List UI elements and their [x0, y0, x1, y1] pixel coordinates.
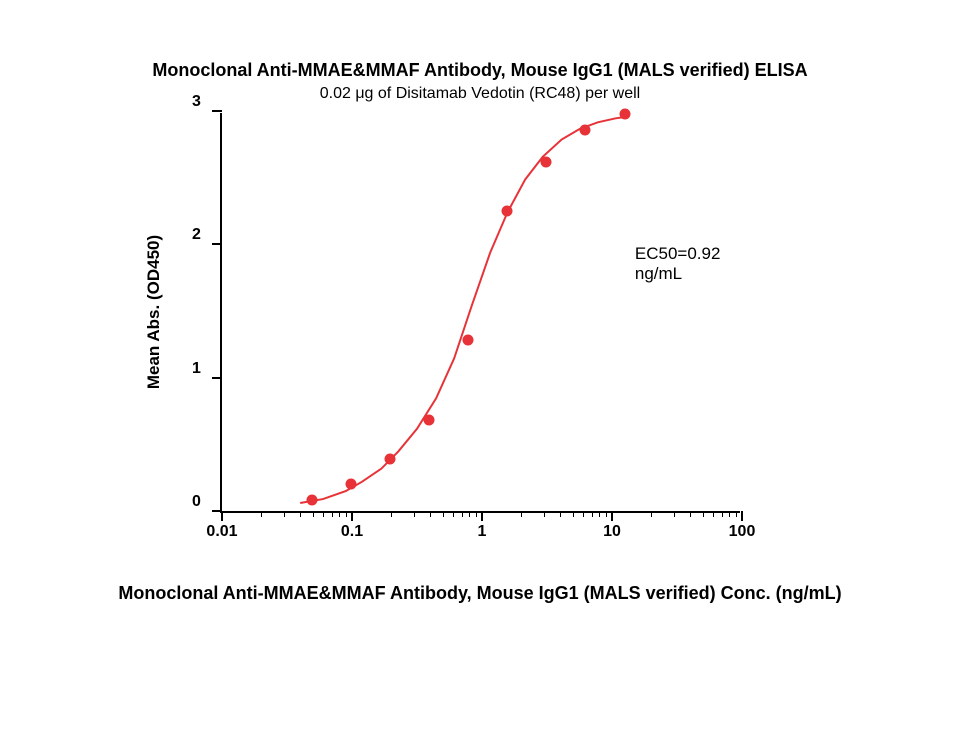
x-tick-minor — [469, 511, 470, 517]
y-tick-label: 1 — [192, 360, 201, 378]
data-point — [462, 335, 473, 346]
data-point — [502, 206, 513, 217]
x-tick-minor — [414, 511, 415, 517]
x-tick-minor — [674, 511, 675, 517]
x-tick — [611, 511, 613, 521]
data-point — [306, 495, 317, 506]
x-tick — [221, 511, 223, 521]
x-axis-label: Monoclonal Anti-MMAE&MMAF Antibody, Mous… — [80, 583, 880, 604]
x-tick-minor — [443, 511, 444, 517]
x-tick-minor — [583, 511, 584, 517]
y-tick-label: 0 — [192, 493, 201, 511]
x-tick — [481, 511, 483, 521]
plot-wrapper: Mean Abs. (OD450) EC50=0.92 ng/mL 01230.… — [220, 113, 780, 513]
y-tick — [212, 243, 222, 245]
x-tick-minor — [544, 511, 545, 517]
x-tick-minor — [391, 511, 392, 517]
x-tick-minor — [462, 511, 463, 517]
y-axis-label: Mean Abs. (OD450) — [144, 235, 164, 389]
x-tick-minor — [573, 511, 574, 517]
y-tick — [212, 377, 222, 379]
x-tick-minor — [690, 511, 691, 517]
x-tick-minor — [592, 511, 593, 517]
data-point — [580, 124, 591, 135]
x-tick-label: 100 — [729, 523, 756, 541]
x-tick-minor — [300, 511, 301, 517]
x-tick-minor — [599, 511, 600, 517]
x-tick-label: 10 — [603, 523, 621, 541]
x-tick-minor — [430, 511, 431, 517]
x-tick-minor — [476, 511, 477, 517]
data-point — [619, 108, 630, 119]
x-tick-minor — [332, 511, 333, 517]
fit-curve-path — [300, 117, 625, 503]
x-tick-minor — [261, 511, 262, 517]
plot-area: Mean Abs. (OD450) EC50=0.92 ng/mL 01230.… — [220, 113, 740, 513]
x-tick-label: 0.01 — [206, 523, 237, 541]
data-point — [423, 415, 434, 426]
x-tick-label: 0.1 — [341, 523, 363, 541]
x-tick-minor — [560, 511, 561, 517]
x-tick-minor — [722, 511, 723, 517]
x-tick-minor — [323, 511, 324, 517]
chart-title: Monoclonal Anti-MMAE&MMAF Antibody, Mous… — [80, 60, 880, 81]
data-point — [345, 479, 356, 490]
y-tick — [212, 110, 222, 112]
x-tick-minor — [346, 511, 347, 517]
x-tick — [351, 511, 353, 521]
data-point — [541, 156, 552, 167]
fit-curve — [222, 113, 740, 511]
x-tick-label: 1 — [478, 523, 487, 541]
x-tick-minor — [651, 511, 652, 517]
x-tick-minor — [606, 511, 607, 517]
x-tick-minor — [729, 511, 730, 517]
y-tick-label: 3 — [192, 93, 201, 111]
ec50-annotation: EC50=0.92 ng/mL — [635, 244, 740, 284]
elisa-chart: Monoclonal Anti-MMAE&MMAF Antibody, Mous… — [80, 60, 880, 680]
x-tick-minor — [521, 511, 522, 517]
x-tick-minor — [736, 511, 737, 517]
x-tick — [741, 511, 743, 521]
x-tick-minor — [703, 511, 704, 517]
y-tick-label: 2 — [192, 226, 201, 244]
x-tick-minor — [713, 511, 714, 517]
x-tick-minor — [284, 511, 285, 517]
x-tick-minor — [339, 511, 340, 517]
x-tick-minor — [313, 511, 314, 517]
data-point — [384, 454, 395, 465]
x-tick-minor — [453, 511, 454, 517]
